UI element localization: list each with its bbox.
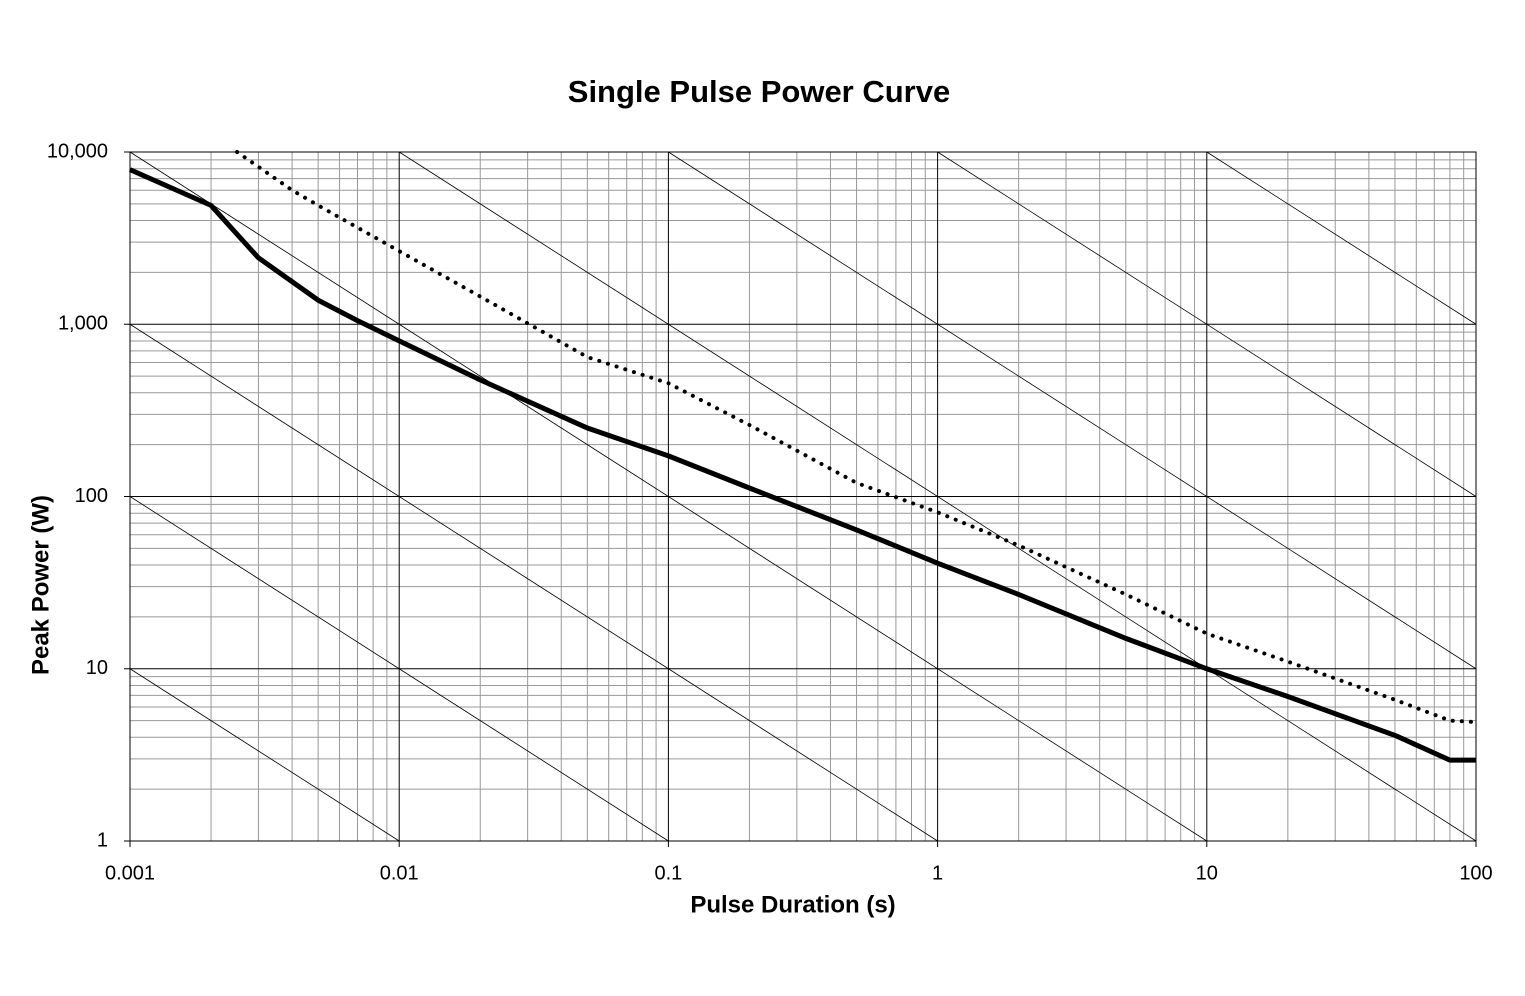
energy-line	[129, 323, 938, 842]
x-tick-label: 100	[1459, 862, 1492, 884]
plot-frame	[129, 151, 1477, 842]
y-tick-label: 1,000	[58, 313, 108, 335]
x-tick-label: 10	[1196, 862, 1218, 884]
energy-line	[129, 668, 400, 842]
x-axis-title: Pulse Duration (s)	[690, 891, 895, 918]
energy-line	[1206, 151, 1477, 325]
energy-line	[668, 151, 1477, 670]
x-tick-label: 0.01	[380, 862, 419, 884]
series-line	[128, 167, 1476, 763]
y-tick-label: 10,000	[47, 140, 108, 162]
y-axis-title: Peak Power (W)	[27, 495, 54, 675]
series-line	[235, 150, 1478, 725]
y-tick-label: 100	[75, 485, 108, 507]
y-tick-label: 10	[86, 657, 108, 679]
y-tick-label: 1	[97, 829, 108, 851]
x-tick-label: 1	[932, 862, 943, 884]
x-tick-label: 0.1	[654, 862, 682, 884]
chart-title: Single Pulse Power Curve	[568, 74, 950, 109]
x-tick-label: 0.001	[105, 862, 155, 884]
